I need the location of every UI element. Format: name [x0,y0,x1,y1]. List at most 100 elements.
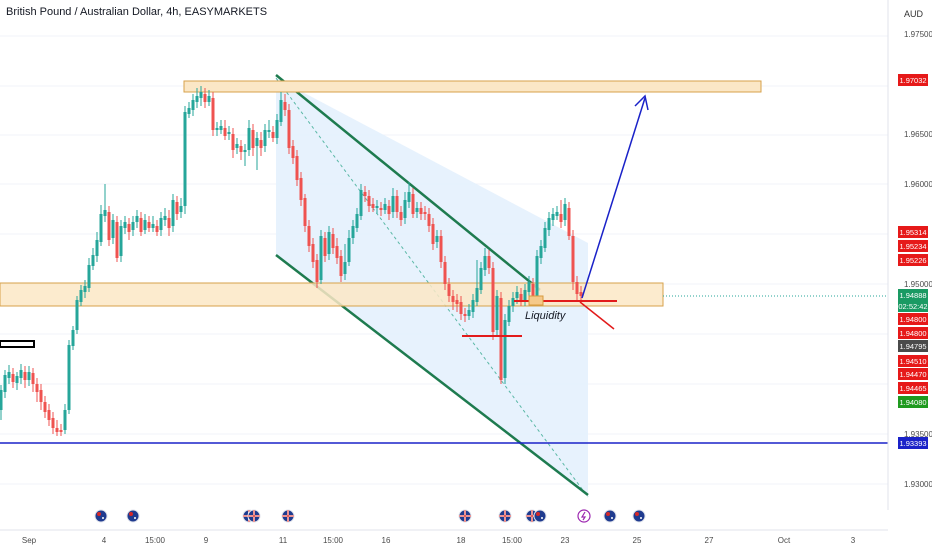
price-label: 1.95234 [898,240,928,252]
candle [539,240,543,264]
candle [463,308,467,322]
flash-icon[interactable] [577,509,591,523]
candle [475,260,479,306]
candle [111,214,115,244]
candle-body [391,196,395,212]
candle [295,150,299,186]
candle-body [163,216,167,220]
candle-body [55,428,59,432]
candle [203,88,207,108]
candle [103,184,107,222]
candle [247,120,251,156]
time-tick: 15:00 [145,536,166,545]
candle-body [95,240,99,256]
liquidity-annotation: Liquidity [525,310,566,322]
price-label-text: 1.95234 [899,242,926,251]
flag-gb-icon[interactable] [498,509,512,523]
candle-body [0,390,3,410]
candle-body [251,130,255,148]
time-tick: 15:00 [323,536,344,545]
price-label-bg [898,289,928,301]
candle [363,186,367,202]
candle [131,216,135,236]
candle-body [311,244,315,262]
flag-gb-icon[interactable] [281,509,295,523]
candle-body [563,204,567,220]
price-label-text: 02:52:42 [898,302,927,311]
candle [427,208,431,232]
candle-body [143,220,147,230]
time-tick: 4 [102,536,107,545]
flag-au-icon[interactable] [94,509,108,523]
candle [31,368,35,392]
candle-body [135,216,139,222]
candle [159,212,163,236]
candle-body [19,370,23,378]
candles [0,86,583,436]
flag-gb-icon[interactable] [247,509,261,523]
candle [435,230,439,248]
flag-au-icon[interactable] [603,509,617,523]
price-label-bg [898,300,928,312]
price-label: 02:52:42 [898,300,928,312]
candle-body [147,222,151,228]
price-label: 1.94465 [898,382,928,394]
price-label-text: 1.94800 [899,329,926,338]
candle-body [159,218,163,230]
candle-body [15,376,19,383]
candle-body [87,265,91,288]
flag-gb-icon[interactable] [458,509,472,523]
candle-body [483,256,487,270]
price-label: 1.94800 [898,327,928,339]
flag-au-icon[interactable] [632,509,646,523]
time-tick: Oct [778,536,791,545]
time-tick: 23 [561,536,570,545]
candle-body [471,300,475,312]
candle-body [383,204,387,210]
candle [527,276,531,298]
candle [35,378,39,402]
time-tick: 11 [279,536,288,545]
support-zone[interactable] [0,282,664,307]
price-label-bg [898,74,928,86]
candle-body [467,310,471,316]
price-label-text: 1.94800 [899,315,926,324]
candle [83,280,87,298]
time-tick: Sep [22,536,37,545]
candle [271,126,275,142]
candle [267,120,271,138]
candle [467,304,471,320]
candle-body [211,98,215,130]
candle-body [39,390,43,402]
candle-body [131,222,135,230]
price-label-bg [898,240,928,252]
flag-au-icon[interactable] [533,509,547,523]
candle [323,232,327,262]
candle [67,340,71,414]
candle-body [531,284,535,298]
candle-body [315,260,319,282]
candle-body [203,94,207,102]
candle [95,232,99,262]
candle [239,140,243,160]
candle-body [379,208,383,210]
flag-au-icon[interactable] [126,509,140,523]
candle [135,210,139,228]
price-label: 1.94795 [898,340,928,352]
candle-body [271,132,275,138]
candle [211,92,215,136]
candle [343,244,347,280]
price-label-bg [898,340,928,352]
candle-body [75,300,79,330]
candle [275,114,279,144]
price-label: 1.94800 [898,313,928,325]
candle [55,420,59,436]
candle-body [247,128,251,150]
candle-body [99,214,103,242]
price-label-text: 1.94510 [899,357,926,366]
candle-body [59,430,63,432]
candle [299,172,303,206]
resistance-zone[interactable] [183,80,762,93]
price-label-bg [898,382,928,394]
